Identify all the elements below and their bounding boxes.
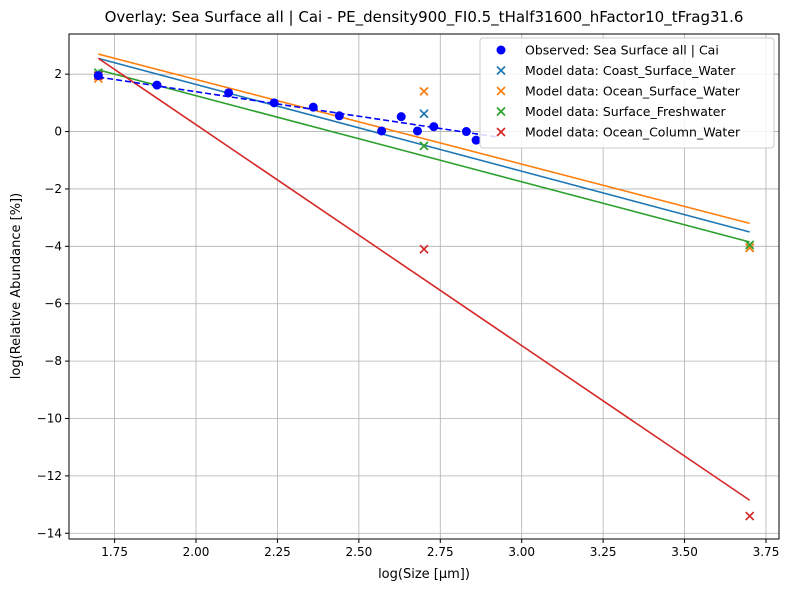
y-axis-label: log(Relative Abundance [%]) — [9, 193, 24, 379]
model-point — [745, 511, 755, 521]
legend-marker-x-stroke-b — [496, 65, 506, 76]
x-tick-label: 3.50 — [671, 545, 698, 559]
y-tick-label: −6 — [44, 297, 62, 311]
model-point-stroke-b — [419, 86, 429, 96]
model-point-stroke-b — [745, 511, 755, 521]
y-tick-label: −8 — [44, 354, 62, 368]
model-fit-line — [98, 69, 750, 243]
model-point — [419, 109, 429, 119]
legend-entry: Model data: Surface_Freshwater — [496, 104, 726, 119]
axis-ticks: 1.75 2.00 2.25 2.50 2.75 3.00 3.25 3.50 3.75 2 0 −2… — [37, 67, 780, 559]
observed-point — [269, 98, 279, 108]
legend-marker-x — [496, 127, 506, 137]
model-point — [419, 244, 429, 254]
model-point — [419, 141, 429, 151]
observed-point — [429, 122, 439, 132]
model-point-stroke-b — [745, 243, 755, 253]
legend-marker-x-stroke-b — [496, 106, 506, 117]
legend-marker-x — [496, 65, 506, 76]
plot-data — [93, 53, 755, 521]
model-fit-line — [97, 57, 751, 501]
observed-point — [396, 112, 406, 122]
y-tick-label: −14 — [37, 526, 62, 540]
chart-title: Overlay: Sea Surface all | Cai - PE_dens… — [105, 8, 744, 27]
legend-entry: Model data: Ocean_Surface_Water — [496, 84, 741, 99]
x-tick-label: 3.25 — [590, 545, 617, 559]
model-fit-line — [98, 53, 750, 225]
legend-label: Model data: Surface_Freshwater — [525, 104, 726, 119]
model-point — [745, 243, 755, 253]
legend-entry: Observed: Sea Surface all | Cai — [496, 43, 719, 58]
legend-label: Model data: Ocean_Column_Water — [525, 125, 741, 140]
model-point-stroke-b — [419, 141, 429, 151]
y-tick-label: 0 — [54, 125, 62, 139]
observed-point — [377, 126, 387, 136]
plot-frame — [68, 33, 780, 540]
legend-box — [479, 37, 775, 149]
observed-point — [471, 135, 481, 145]
y-tick-label: −4 — [44, 239, 62, 253]
legend-marker-x — [496, 106, 506, 117]
y-tick-label: −12 — [37, 469, 62, 483]
y-tick-label: 2 — [54, 67, 62, 81]
x-tick-label: 2.00 — [183, 545, 210, 559]
legend: Observed: Sea Surface all | Cai Model dat… — [479, 37, 775, 149]
model-point-stroke-b — [745, 240, 755, 250]
legend-marker-x — [496, 86, 506, 96]
y-tick-label: −10 — [37, 411, 62, 425]
legend-label: Model data: Ocean_Surface_Water — [525, 84, 741, 99]
observed-point — [412, 126, 422, 136]
legend-marker-x-stroke-b — [496, 86, 506, 96]
x-tick-label: 3.00 — [508, 545, 535, 559]
legend-label: Model data: Coast_Surface_Water — [525, 63, 736, 78]
legend-marker-x-stroke-b — [496, 127, 506, 137]
observed-fit-line — [98, 76, 500, 139]
observed-point — [224, 88, 234, 98]
x-tick-label: 3.75 — [753, 545, 780, 559]
legend-label: Observed: Sea Surface all | Cai — [525, 43, 719, 58]
legend-marker-circle — [496, 45, 506, 55]
model-point — [419, 86, 429, 96]
model-point — [745, 240, 755, 250]
observed-point — [93, 71, 103, 81]
legend-entry: Model data: Ocean_Column_Water — [496, 125, 741, 140]
x-tick-label: 2.50 — [346, 545, 373, 559]
x-axis-label: log(Size [µm]) — [378, 567, 470, 582]
x-tick-label: 1.75 — [101, 545, 128, 559]
y-tick-label: −2 — [44, 182, 62, 196]
x-tick-label: 2.75 — [427, 545, 454, 559]
model-point-stroke-b — [419, 109, 429, 119]
x-tick-label: 2.25 — [264, 545, 291, 559]
legend-entry: Model data: Coast_Surface_Water — [496, 63, 736, 78]
observed-point — [461, 127, 471, 137]
model-point-stroke-b — [419, 244, 429, 254]
